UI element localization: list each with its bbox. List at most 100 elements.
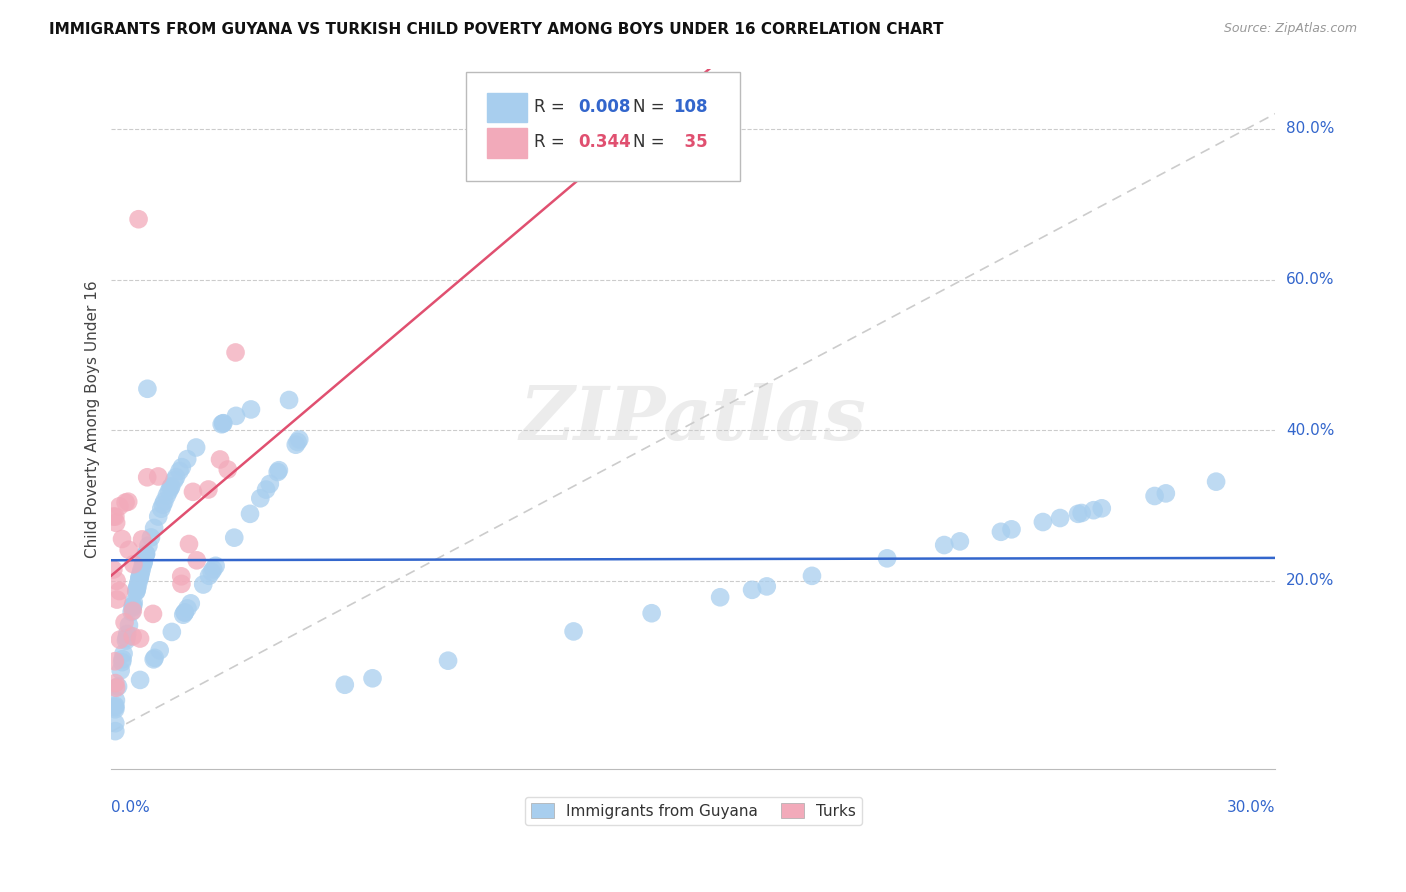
- Point: [1067, 507, 1090, 521]
- Point: [990, 524, 1012, 539]
- Text: 40.0%: 40.0%: [1286, 423, 1334, 438]
- Point: [143, 521, 166, 535]
- Point: [160, 479, 183, 493]
- Point: [108, 584, 131, 599]
- Point: [132, 558, 155, 573]
- Point: [176, 601, 198, 615]
- Point: [128, 571, 150, 585]
- Point: [135, 547, 157, 561]
- Point: [165, 470, 187, 484]
- Point: [176, 452, 198, 467]
- Point: [208, 452, 231, 467]
- Point: [122, 595, 145, 609]
- Point: [184, 441, 207, 455]
- Point: [709, 591, 731, 605]
- Point: [239, 507, 262, 521]
- Point: [131, 533, 153, 547]
- Point: [127, 580, 149, 594]
- Point: [105, 516, 128, 530]
- Point: [121, 604, 143, 618]
- Point: [240, 402, 263, 417]
- Point: [132, 555, 155, 569]
- Point: [121, 629, 143, 643]
- Point: [152, 498, 174, 512]
- Point: [104, 693, 127, 707]
- Point: [1000, 522, 1022, 536]
- Point: [107, 680, 129, 694]
- Text: 108: 108: [673, 98, 709, 116]
- Point: [108, 500, 131, 514]
- Point: [103, 509, 125, 524]
- Point: [104, 654, 127, 668]
- Point: [186, 553, 208, 567]
- Point: [149, 643, 172, 657]
- Point: [212, 417, 235, 431]
- Point: [1143, 489, 1166, 503]
- Point: [150, 501, 173, 516]
- Point: [148, 469, 170, 483]
- Point: [111, 532, 134, 546]
- Point: [110, 664, 132, 678]
- Point: [157, 484, 180, 499]
- Point: [135, 547, 157, 561]
- Point: [115, 631, 138, 645]
- Point: [249, 491, 271, 506]
- Text: ZIPatlas: ZIPatlas: [520, 383, 866, 455]
- Point: [112, 647, 135, 661]
- Point: [640, 606, 662, 620]
- Point: [105, 574, 128, 588]
- Text: N =: N =: [633, 98, 669, 116]
- Point: [104, 676, 127, 690]
- Point: [139, 531, 162, 545]
- Point: [104, 509, 127, 524]
- Point: [212, 416, 235, 430]
- Text: R =: R =: [534, 133, 569, 151]
- Point: [122, 599, 145, 613]
- Point: [211, 417, 233, 432]
- Point: [755, 579, 778, 593]
- Text: R =: R =: [534, 98, 569, 116]
- Point: [173, 606, 195, 620]
- Point: [1070, 506, 1092, 520]
- Point: [170, 577, 193, 591]
- Point: [177, 537, 200, 551]
- Point: [156, 489, 179, 503]
- Point: [202, 562, 225, 576]
- Point: [135, 547, 157, 561]
- Point: [278, 392, 301, 407]
- Point: [103, 563, 125, 577]
- Point: [267, 463, 290, 477]
- Point: [108, 632, 131, 647]
- Point: [104, 700, 127, 714]
- Point: [225, 345, 247, 359]
- Point: [949, 534, 972, 549]
- Text: 0.008: 0.008: [578, 98, 630, 116]
- Point: [153, 494, 176, 508]
- Point: [876, 551, 898, 566]
- Point: [121, 605, 143, 619]
- Point: [111, 652, 134, 666]
- Point: [801, 569, 824, 583]
- Point: [114, 495, 136, 509]
- Point: [125, 583, 148, 598]
- Point: [1205, 475, 1227, 489]
- Point: [105, 592, 128, 607]
- Text: 35: 35: [673, 133, 709, 151]
- Point: [125, 582, 148, 596]
- Point: [172, 607, 194, 622]
- Point: [105, 681, 128, 695]
- Text: N =: N =: [633, 133, 669, 151]
- Point: [148, 509, 170, 524]
- Point: [934, 538, 956, 552]
- Text: 20.0%: 20.0%: [1286, 574, 1334, 589]
- Point: [1049, 511, 1071, 525]
- Point: [131, 563, 153, 577]
- Point: [142, 652, 165, 666]
- Point: [122, 558, 145, 572]
- Point: [128, 212, 150, 227]
- Point: [201, 565, 224, 579]
- Point: [170, 569, 193, 583]
- Point: [129, 569, 152, 583]
- Point: [225, 409, 247, 423]
- Point: [111, 655, 134, 669]
